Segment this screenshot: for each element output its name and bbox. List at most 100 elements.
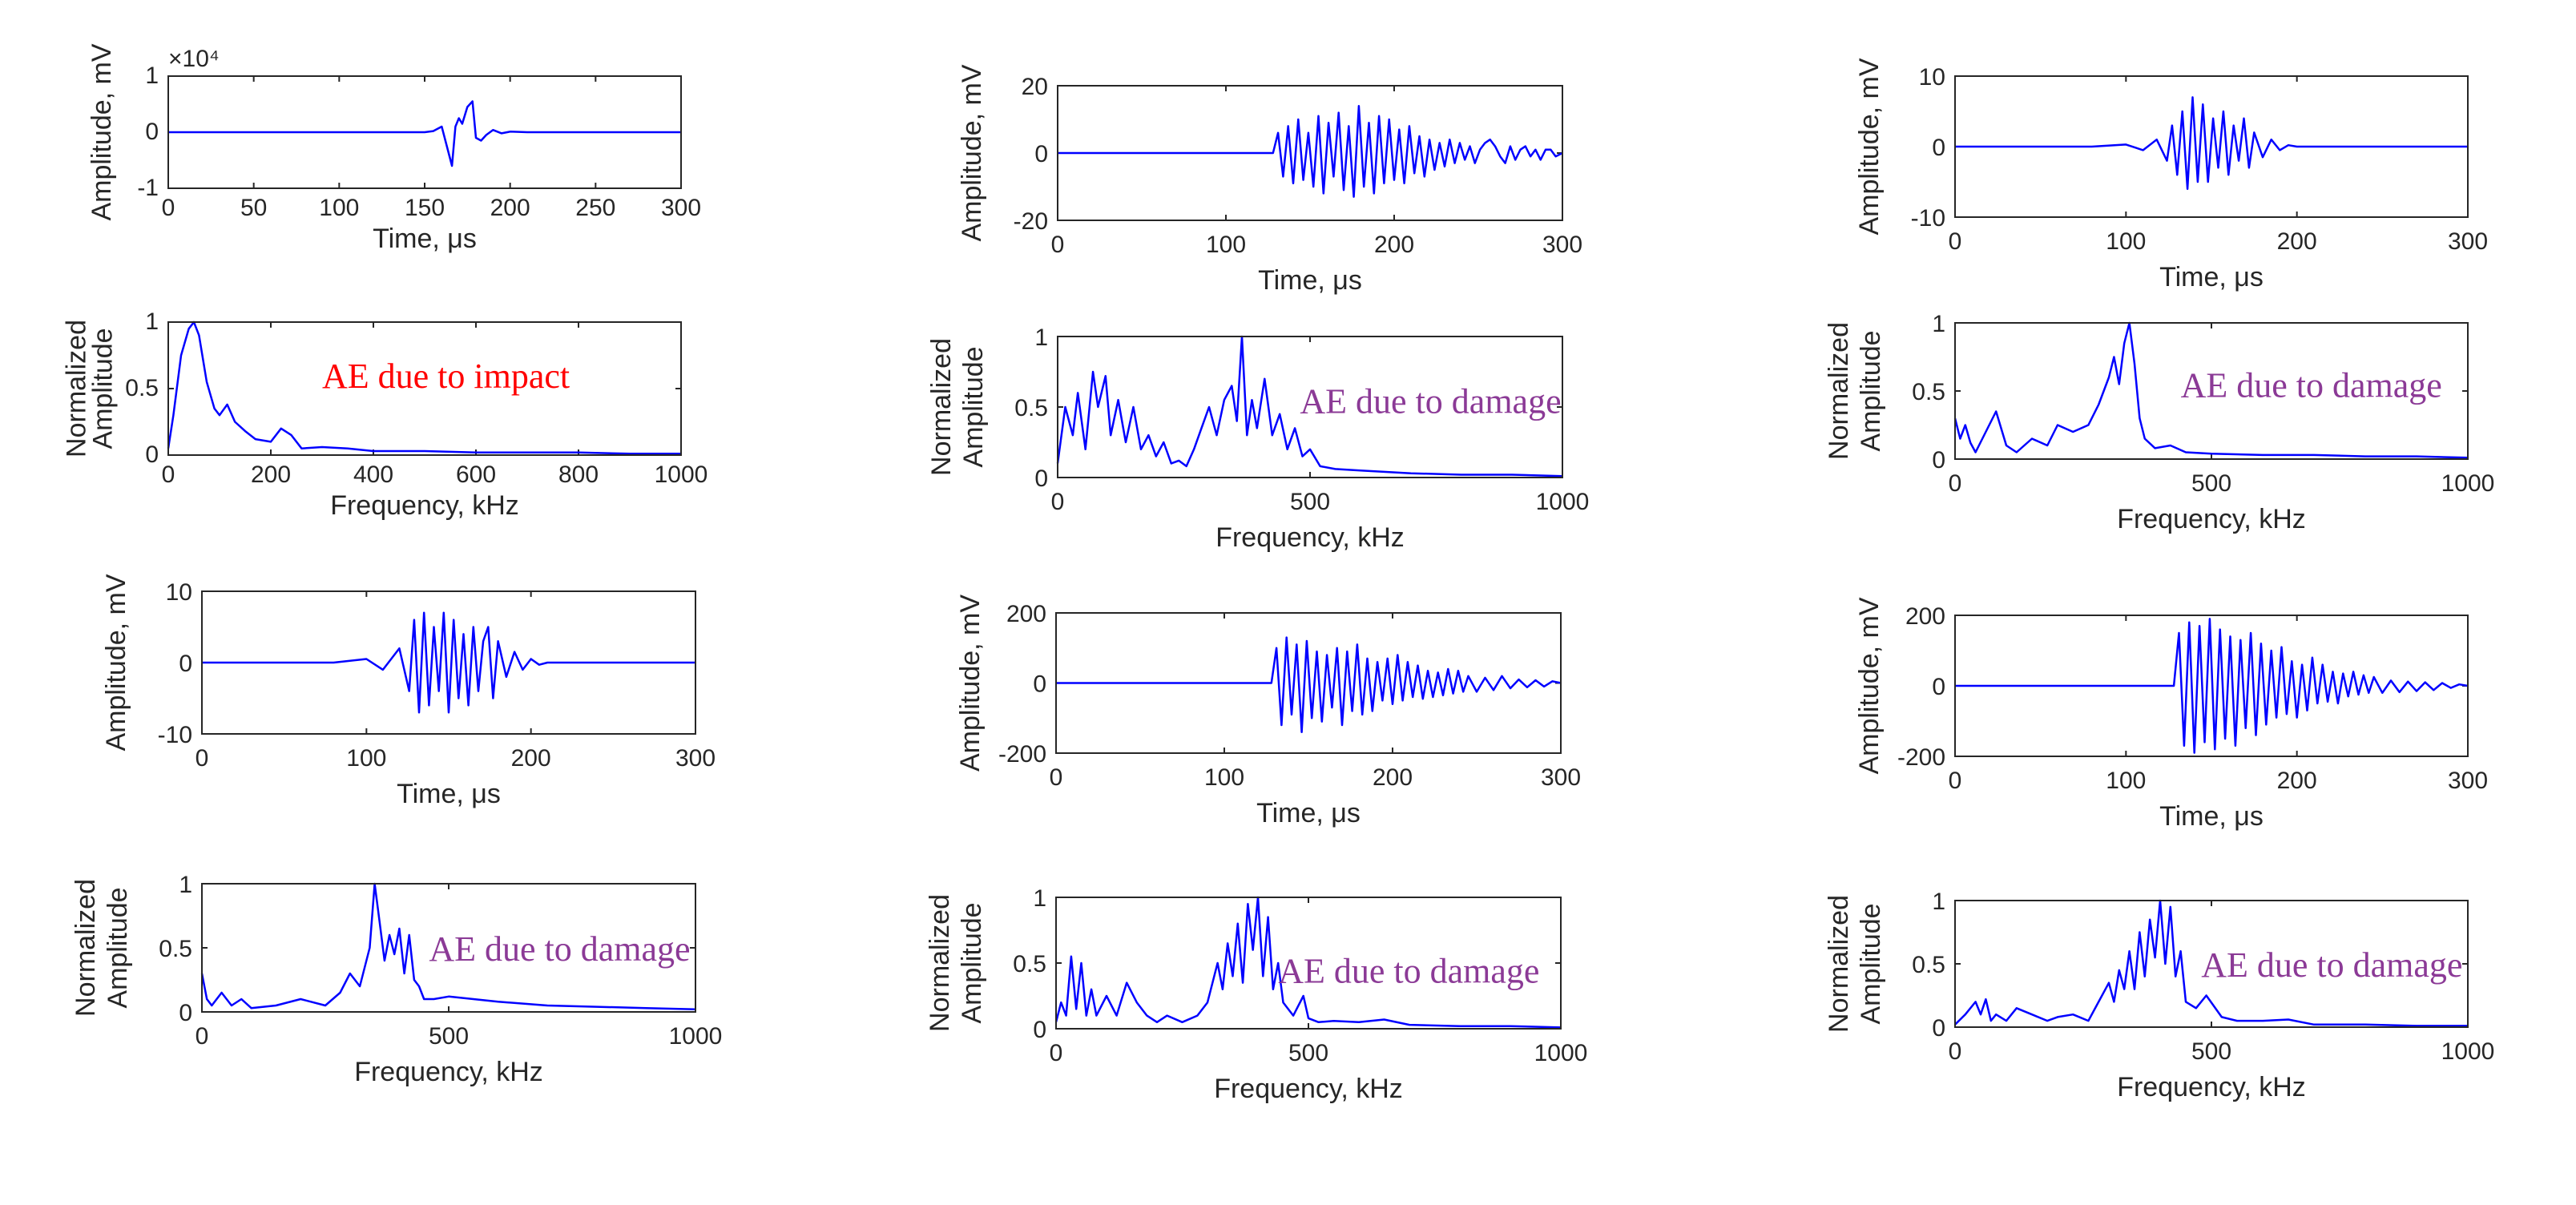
y-axis-label-line-2: Amplitude: [958, 346, 989, 467]
x-axis-label: Frequency, kHz: [1215, 522, 1405, 553]
x-tick-label: 0: [1949, 228, 1962, 255]
x-tick-label: 300: [675, 745, 716, 772]
x-tick-label: 300: [2448, 228, 2488, 255]
x-tick-label: 250: [575, 195, 615, 221]
annotation-label: AE due to impact: [322, 357, 570, 396]
y-tick-label: 0: [179, 651, 192, 677]
x-tick-label: 0: [162, 461, 175, 488]
axes-box: [201, 590, 696, 735]
y-tick-label: 0: [1034, 141, 1048, 167]
axes-box: [1055, 612, 1562, 754]
y-axis-label-line-1: Normalized: [62, 320, 92, 457]
annotation-label: AE due to damage: [429, 929, 690, 969]
axes-box: [201, 883, 696, 1013]
x-tick-label: 500: [429, 1023, 469, 1050]
y-tick-label: 200: [1006, 601, 1046, 627]
y-axis-label-line-2: Amplitude: [88, 328, 119, 449]
plot-area: [1955, 323, 2468, 459]
x-tick-label: 500: [2191, 470, 2231, 497]
series-line-0: [1954, 899, 2468, 1027]
y-tick-label: 1: [145, 62, 159, 89]
x-tick-label: 400: [353, 461, 393, 488]
x-axis-label: Time, μs: [373, 224, 477, 254]
axes-box: [1954, 75, 2469, 218]
axes-box: [1057, 336, 1563, 478]
y-axis-label-line-2: Amplitude: [957, 902, 987, 1023]
x-axis-label: Time, μs: [2159, 801, 2264, 832]
y-tick-label: 0.5: [1912, 952, 1945, 978]
x-tick-label: 800: [558, 461, 599, 488]
x-tick-label: 200: [2277, 228, 2317, 255]
annotation-label: AE due to damage: [1300, 381, 1561, 421]
x-tick-label: 0: [1949, 768, 1962, 794]
y-axis-label: Amplitude, mV: [101, 574, 131, 751]
y-tick-label: 0: [1932, 447, 1945, 474]
x-axis-label: Time, μs: [397, 779, 501, 809]
chart-f5: 0 500 1000 0 0.5 1 Frequency, kHz Normalized Amp…: [925, 885, 1587, 1104]
x-tick-label: 200: [1373, 764, 1413, 791]
x-tick-label: 0: [162, 195, 175, 221]
y-tick-label: 0.5: [159, 936, 192, 962]
x-tick-label: 300: [2448, 768, 2488, 794]
y-tick-label: 1: [1033, 885, 1046, 912]
axes-box: [167, 75, 682, 189]
series-line-0: [1054, 896, 1562, 1029]
x-tick-label: 0: [196, 745, 209, 772]
x-tick-label: 150: [405, 195, 445, 221]
y-tick-label: 1: [145, 308, 159, 335]
x-tick-label: 0: [1949, 470, 1962, 497]
y-axis-label-line-1: Normalized: [925, 894, 955, 1032]
y-tick-label: 1: [1932, 311, 1945, 337]
x-tick-label: 1000: [655, 461, 708, 488]
y-tick-label: 1: [1932, 889, 1945, 915]
y-axis-label-line-2: Amplitude: [103, 887, 133, 1008]
y-axis-label: Amplitude, mV: [87, 43, 117, 220]
y-tick-label: 0.5: [1013, 951, 1046, 977]
y-tick-label: 0: [145, 441, 159, 468]
series-line-0: [202, 611, 695, 714]
x-tick-label: 200: [2277, 768, 2317, 794]
x-axis-label: Frequency, kHz: [2117, 1072, 2306, 1102]
x-axis-label: Frequency, kHz: [2117, 504, 2306, 534]
chart-f4: 0 500 1000 0 0.5 1 Frequency, kHz Normalized Amp…: [71, 872, 722, 1087]
y-tick-label: -10: [158, 722, 192, 748]
y-tick-label: 200: [1905, 603, 1945, 630]
plot-area: [1058, 337, 1562, 478]
x-tick-label: 200: [1374, 232, 1414, 258]
y-tick-label: -200: [1897, 744, 1945, 771]
y-tick-label: 0.5: [1912, 379, 1945, 405]
chart-f6: 0 500 1000 0 0.5 1 Frequency, kHz Normalized Amp…: [1824, 889, 2494, 1102]
series-line-0: [1955, 618, 2469, 754]
x-tick-label: 50: [240, 195, 267, 221]
y-tick-label: 20: [1022, 74, 1048, 100]
y-tick-label: 1: [1034, 324, 1048, 351]
y-tick-label: -1: [137, 175, 159, 201]
x-tick-label: 1000: [1534, 1040, 1588, 1066]
x-tick-label: 0: [196, 1023, 209, 1050]
x-tick-label: 100: [319, 195, 359, 221]
y-tick-label: -10: [1911, 205, 1945, 232]
axes-box: [1954, 900, 2469, 1028]
series-line-0: [1056, 335, 1563, 478]
x-tick-label: 1000: [2441, 470, 2495, 497]
y-axis-label-line-1: Normalized: [1824, 322, 1854, 460]
x-tick-label: 300: [1542, 232, 1582, 258]
plot-area: [202, 884, 695, 1012]
axes-box: [1057, 85, 1563, 221]
x-tick-label: 100: [2106, 768, 2146, 794]
x-tick-label: 0: [1949, 1038, 1962, 1065]
y-tick-label: 0: [179, 1000, 192, 1026]
series-line-0: [168, 100, 681, 167]
x-tick-label: 500: [2191, 1038, 2231, 1065]
x-tick-label: 100: [346, 745, 386, 772]
x-axis-label: Frequency, kHz: [330, 490, 519, 521]
y-tick-label: 0.5: [125, 375, 159, 401]
x-axis-label: Time, μs: [1256, 798, 1361, 828]
y-tick-label: 0.5: [1014, 395, 1048, 421]
plot-area: [1955, 901, 2468, 1027]
